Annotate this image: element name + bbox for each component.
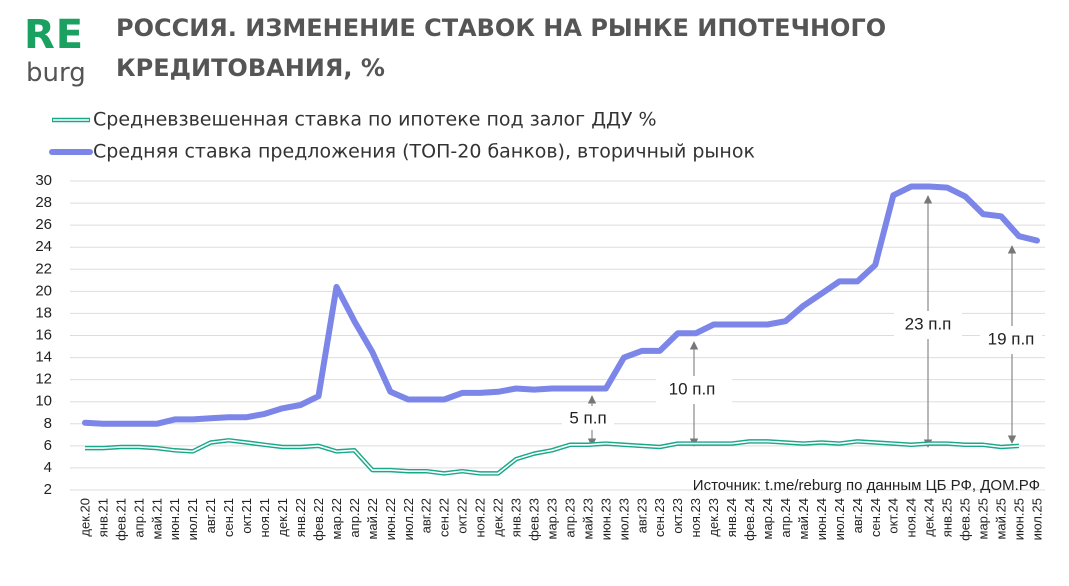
annotation: 19 п.п — [988, 329, 1035, 348]
x-tick-label: фев.25 — [958, 498, 973, 541]
y-tick-label: 6 — [44, 437, 52, 454]
x-tick-label: июл.22 — [401, 498, 416, 540]
x-tick-label: июн.25 — [1011, 498, 1026, 540]
x-tick-label: апр.23 — [562, 498, 577, 538]
y-tick-label: 24 — [35, 238, 52, 255]
x-tick-label: июн.21 — [167, 498, 182, 540]
x-tick-label: дек.24 — [922, 498, 937, 537]
annotation-bg — [656, 376, 732, 404]
y-tick-label: 12 — [35, 371, 52, 388]
x-tick-label: фев.21 — [113, 498, 128, 541]
series-line — [82, 183, 1040, 427]
y-tick-label: 22 — [35, 260, 52, 277]
series-line-inner — [85, 439, 1020, 475]
x-tick-label: ноя.23 — [688, 498, 703, 538]
x-tick-label: ноя.24 — [904, 498, 919, 538]
legend-label: Средневзвешенная ставка по ипотеке под з… — [93, 109, 657, 131]
x-tick-label: мар.24 — [760, 498, 775, 539]
x-tick-label: сен.21 — [221, 498, 236, 537]
lines — [82, 183, 1040, 476]
y-tick-label: 28 — [35, 194, 52, 211]
x-tick-label: июн.23 — [598, 498, 613, 540]
y-tick-label: 20 — [35, 282, 52, 299]
x-tick-label: июл.24 — [832, 498, 847, 540]
x-tick-label: авг.21 — [203, 498, 218, 533]
logo-top: RE — [24, 12, 85, 58]
annotation: 10 п.п — [669, 379, 716, 398]
x-tick-label: сен.23 — [652, 498, 667, 537]
series-line — [85, 438, 1020, 476]
y-tick-label: 4 — [44, 459, 52, 476]
x-tick-label: май.25 — [994, 498, 1009, 540]
x-tick-label: апр.21 — [131, 498, 146, 538]
y-tick-label: 2 — [44, 481, 52, 498]
y-tick-label: 30 — [35, 172, 52, 189]
x-tick-label: янв.25 — [940, 498, 955, 537]
annotation: 5 п.п — [569, 408, 606, 427]
x-tick-label: апр.24 — [778, 498, 793, 538]
x-tick-label: янв.22 — [293, 498, 308, 537]
x-tick-label: дек.21 — [275, 498, 290, 537]
x-tick-label: сен.22 — [437, 498, 452, 537]
y-tick-label: 10 — [35, 393, 52, 410]
x-tick-label: ноя.22 — [473, 498, 488, 538]
x-tick-label: апр.22 — [347, 498, 362, 538]
logo-bottom: burg — [26, 58, 86, 88]
x-tick-label: июн.24 — [814, 498, 829, 540]
x-tick-label: окт.22 — [455, 498, 470, 534]
legend-label: Средняя ставка предложения (ТОП-20 банко… — [93, 141, 755, 163]
x-tick-label: май.21 — [149, 498, 164, 540]
x-tick-label: авг.23 — [634, 498, 649, 533]
annotation-bg — [980, 326, 1042, 354]
annotation: 23 п.п — [905, 314, 952, 333]
x-tick-label: май.23 — [580, 498, 595, 540]
x-tick-label: июл.23 — [616, 498, 631, 540]
x-tick-label: янв.21 — [95, 498, 110, 537]
chart-title: РОССИЯ. ИЗМЕНЕНИЕ СТАВОК НА РЫНКЕ ИПОТЕЧ… — [116, 14, 887, 82]
x-tick-label: сен.24 — [868, 498, 883, 537]
x-tick-label: фев.23 — [526, 498, 541, 541]
x-tick-label: авг.24 — [850, 498, 865, 533]
annotation-bg — [562, 406, 614, 430]
x-tick-label: ноя.21 — [257, 498, 272, 538]
x-tick-label: окт.23 — [670, 498, 685, 534]
x-tick-label: авг.22 — [419, 498, 434, 533]
x-tick-label: янв.24 — [724, 498, 739, 537]
x-tick-label: мар.23 — [544, 498, 559, 539]
source: Источник: t.me/reburg по данным ЦБ РФ, Д… — [693, 477, 1040, 494]
x-tick-label: янв.23 — [509, 498, 524, 537]
x-tick-label: дек.22 — [491, 498, 506, 537]
x-tick-label: июл.21 — [185, 498, 200, 540]
x-tick-label: окт.24 — [886, 498, 901, 534]
x-tick-label: мар.25 — [976, 498, 991, 539]
y-tick-label: 14 — [35, 349, 52, 366]
x-tick-label: мар.22 — [329, 498, 344, 539]
x-tick-label: окт.21 — [239, 498, 254, 534]
x-tick-label: июн.22 — [383, 498, 398, 540]
annotations: 5 п.п 10 п.п 23 п.п 19 п.п Источник: t.m… — [562, 311, 1042, 494]
x-tick-label: дек.23 — [706, 498, 721, 537]
x-tick-label: фев.22 — [311, 498, 326, 541]
x-tick-label: июл.25 — [1029, 498, 1044, 540]
y-tick-label: 26 — [35, 216, 52, 233]
x-tick-label: дек.20 — [77, 498, 92, 537]
y-tick-label: 18 — [35, 304, 52, 321]
annotation-bg — [894, 311, 962, 339]
y-tick-label: 8 — [44, 415, 52, 432]
x-tick-label: май.22 — [365, 498, 380, 540]
y-tick-label: 16 — [35, 326, 52, 343]
x-tick-label: фев.24 — [742, 498, 757, 541]
x-tick-label: май.24 — [796, 498, 811, 540]
